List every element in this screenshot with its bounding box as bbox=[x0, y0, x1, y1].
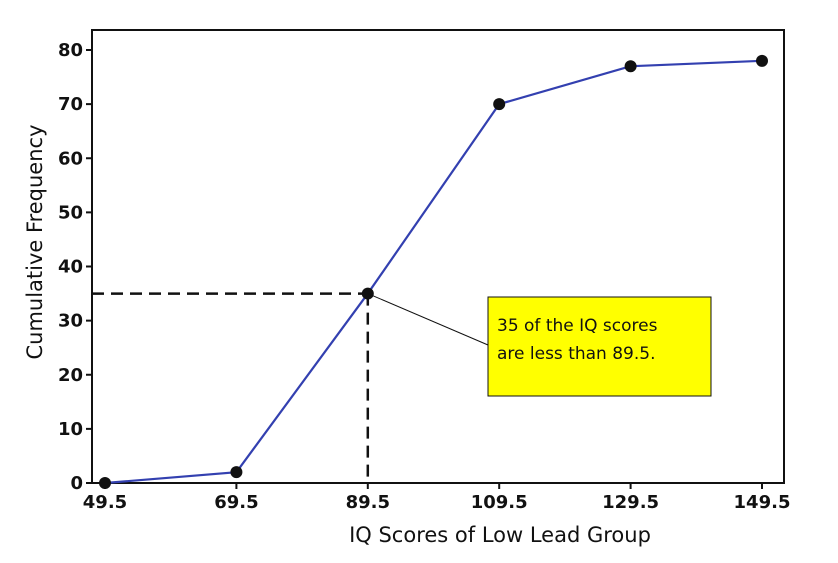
y-tick-label: 60 bbox=[58, 148, 83, 169]
annotation: 35 of the IQ scores are less than 89.5. bbox=[367, 293, 712, 397]
x-axis-label: IQ Scores of Low Lead Group bbox=[349, 523, 651, 547]
data-point bbox=[99, 477, 111, 489]
y-tick-label: 20 bbox=[58, 365, 83, 386]
y-tick-label: 80 bbox=[58, 40, 83, 61]
y-tick-label: 30 bbox=[58, 311, 83, 332]
y-tick-label: 50 bbox=[58, 202, 83, 223]
axes: 0 10 20 30 40 50 60 70 80 49.5 69.5 89.5 109.5 129.5 1… bbox=[58, 29, 791, 513]
annotation-line-2: are less than 89.5. bbox=[497, 344, 656, 364]
annotation-leader-line bbox=[367, 293, 489, 346]
x-tick-label: 149.5 bbox=[734, 492, 791, 513]
guide-lines bbox=[92, 292, 370, 483]
data-point bbox=[230, 466, 243, 479]
y-tick-label: 40 bbox=[58, 257, 83, 278]
series-line bbox=[104, 59, 763, 485]
plot-frame bbox=[91, 29, 785, 484]
series bbox=[99, 54, 768, 489]
data-point bbox=[493, 98, 506, 111]
x-tick-label: 109.5 bbox=[471, 492, 528, 513]
y-tick-label: 10 bbox=[58, 419, 83, 440]
x-tick-label: 89.5 bbox=[346, 492, 390, 513]
y-axis-label: Cumulative Frequency bbox=[23, 124, 47, 359]
data-point bbox=[624, 60, 637, 73]
data-point bbox=[756, 54, 768, 67]
annotation-line-1: 35 of the IQ scores bbox=[497, 316, 658, 336]
x-tick-label: 69.5 bbox=[214, 492, 258, 513]
annotation-box bbox=[487, 296, 712, 397]
x-tick-label: 49.5 bbox=[83, 492, 127, 513]
x-tick-label: 129.5 bbox=[602, 492, 659, 513]
y-tick-label: 0 bbox=[70, 473, 83, 494]
y-tick-label: 70 bbox=[58, 94, 83, 115]
